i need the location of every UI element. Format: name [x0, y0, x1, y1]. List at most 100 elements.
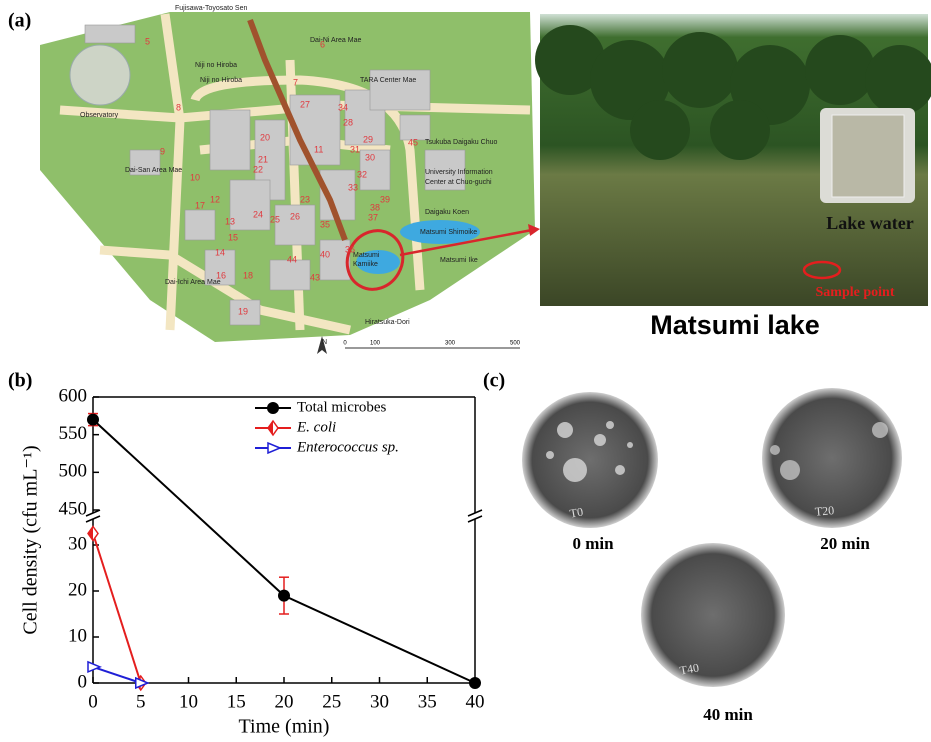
map-label: Matsumi Shimoike [420, 229, 477, 236]
building-number: 44 [287, 254, 297, 264]
marker [88, 662, 100, 672]
map-label: Matsumi Ike [440, 257, 478, 264]
y-tick-label: 0 [78, 671, 88, 692]
line [93, 667, 141, 683]
building-number: 25 [270, 214, 280, 224]
scale-label: 300 [445, 341, 456, 347]
building-number: 31 [350, 144, 360, 154]
marker [87, 414, 99, 426]
building-number: 18 [243, 270, 253, 280]
map-label: Niji no Hiroba [200, 77, 242, 84]
map-label: Daigaku Koen [425, 209, 469, 216]
line [93, 420, 475, 683]
building-number: 22 [253, 164, 263, 174]
building-number: 19 [238, 306, 248, 316]
plate-mark: T20 [814, 503, 834, 519]
petri-dish [641, 543, 785, 687]
y-tick-label: 10 [68, 625, 87, 646]
x-tick-label: 15 [227, 691, 246, 712]
building-number: 11 [314, 144, 323, 154]
x-tick-label: 30 [370, 691, 389, 712]
marker-fill [268, 421, 273, 435]
scale-label: 0 [343, 341, 347, 347]
marker [267, 402, 279, 414]
dish-label: 40 min [703, 705, 753, 724]
map-label: Tsukuba Daigaku Chuo [425, 139, 497, 146]
building-number: 35 [320, 219, 330, 229]
x-tick-label: 25 [322, 691, 341, 712]
map-label: University Information [425, 169, 493, 176]
x-tick-label: 10 [179, 691, 198, 712]
building-number: 36 [345, 244, 355, 254]
building-number: 34 [338, 102, 348, 112]
marker [469, 677, 481, 689]
building-number: 5 [145, 36, 150, 46]
y-tick-label: 600 [59, 385, 88, 406]
x-tick-label: 5 [136, 691, 146, 712]
x-tick-label: 40 [466, 691, 485, 712]
figure: Fujisawa-Toyosato Sen Niji no Hiroba Niji … [0, 0, 931, 742]
map-label: Hiratsuka-Dori [365, 319, 410, 326]
marker [268, 443, 280, 453]
map-label: N [322, 339, 327, 346]
map-label: Dai-San Area Mae [125, 167, 182, 174]
map-label: Dai-Ni Area Mae [310, 37, 361, 44]
building-number: 27 [300, 99, 310, 109]
photo-title: Matsumi lake [650, 310, 820, 340]
beaker [832, 115, 904, 197]
building-number: 28 [343, 117, 353, 127]
campus-map: Fujisawa-Toyosato Sen Niji no Hiroba Niji … [40, 5, 540, 354]
x-tick-label: 35 [418, 691, 437, 712]
map-label: Fujisawa-Toyosato Sen [175, 5, 247, 12]
building-number: 12 [210, 194, 220, 204]
building-number: 40 [320, 249, 330, 259]
series [87, 414, 481, 689]
building-number: 37 [368, 212, 378, 222]
marker-fill [88, 527, 93, 541]
building-number: 10 [190, 172, 200, 182]
building-number: 23 [300, 194, 310, 204]
building-number: 26 [290, 211, 300, 221]
plate-mark: T0 [569, 505, 585, 521]
building-number: 14 [215, 247, 225, 257]
building-number: 45 [408, 137, 418, 147]
building-number: 38 [370, 202, 380, 212]
map-label: Dai-Ichi Area Mae [165, 279, 221, 286]
map-label: Niji no Hiroba [195, 62, 237, 69]
building-number: 20 [260, 132, 270, 142]
petri-dish [522, 392, 658, 528]
building-number: 8 [176, 102, 181, 112]
building-number: 21 [258, 154, 268, 164]
scale-bar [317, 336, 520, 354]
building-number: 24 [253, 209, 263, 219]
building-number: 6 [320, 39, 325, 49]
building-number: 9 [160, 146, 165, 156]
building-number: 43 [310, 272, 320, 282]
y-axis-label: Cell density (cfu mL⁻¹) [20, 445, 42, 634]
lake-photo [535, 14, 931, 306]
photo-label: Sample point [816, 285, 895, 300]
y-tick-label: 450 [59, 498, 88, 519]
building-number: 13 [225, 216, 235, 226]
x-tick-label: 20 [275, 691, 294, 712]
dish-label: 20 min [820, 534, 870, 553]
x-axis-label: Time (min) [239, 716, 330, 738]
building-number: 16 [216, 270, 226, 280]
legend-label: Total microbes [297, 399, 387, 415]
building-number: 30 [365, 152, 375, 162]
building-number: 39 [380, 194, 390, 204]
panel-label: (b) [8, 370, 32, 392]
y-tick-label: 20 [68, 579, 87, 600]
building-number: 15 [228, 232, 238, 242]
map-label: Center at Chuo-guchi [425, 179, 492, 186]
scale-label: 500 [510, 341, 521, 347]
x-tick-label: 0 [88, 691, 98, 712]
map-label: Kamiike [353, 261, 378, 268]
map-label: Matsumi [353, 252, 380, 259]
photo-label: Lake water [826, 213, 913, 233]
building-number: 29 [363, 134, 373, 144]
building-number: 33 [348, 182, 358, 192]
y-tick-label: 500 [59, 461, 88, 482]
legend-label: Enterococcus sp. [296, 439, 399, 455]
